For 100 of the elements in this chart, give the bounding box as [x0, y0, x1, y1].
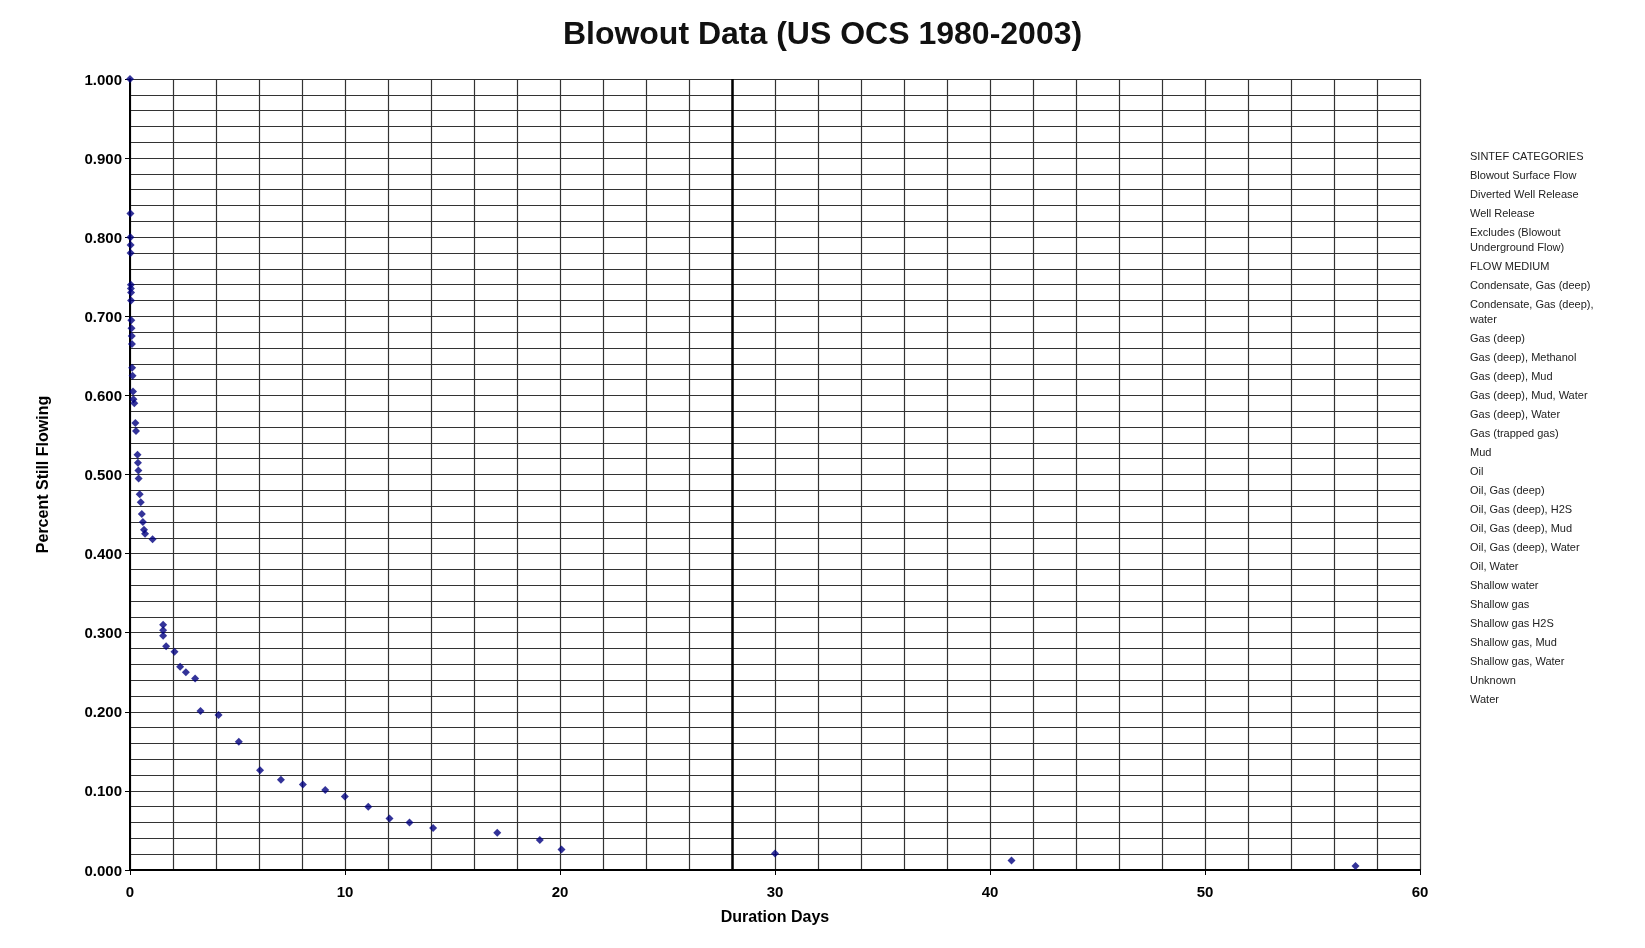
text: Shallow gas [1470, 597, 1530, 610]
y-tick-label: 0.700 [84, 307, 122, 325]
point [132, 426, 141, 435]
point [136, 498, 145, 507]
chart-title: Blowout Data (US OCS 1980-2003) [562, 15, 1083, 51]
y-tick-label: 0.900 [84, 149, 122, 167]
point [234, 737, 243, 746]
point [128, 371, 137, 380]
text: Gas (deep), Methanol [1470, 350, 1577, 363]
point [129, 387, 138, 396]
point [256, 766, 265, 775]
point [127, 339, 136, 348]
text: Gas (deep), Mud [1470, 369, 1553, 382]
point [1351, 862, 1360, 871]
text: Unknown [1470, 673, 1516, 686]
point [134, 474, 143, 483]
point [340, 792, 349, 801]
point [126, 241, 135, 250]
point [771, 849, 779, 858]
text: Oil, Water [1470, 559, 1519, 572]
point [128, 363, 137, 372]
point [321, 786, 330, 795]
point [429, 824, 438, 833]
y-tick-label: 0.800 [84, 228, 122, 246]
text: Gas (deep) [1470, 331, 1526, 344]
point [134, 466, 143, 475]
point [385, 814, 394, 823]
x-axis-title: Duration Days [720, 907, 830, 925]
x-tick-label: 0 [125, 883, 135, 900]
point [127, 288, 136, 297]
point [135, 490, 144, 499]
text: Mud [1470, 445, 1492, 458]
point [181, 668, 190, 677]
y-tick-label: 0.100 [84, 782, 122, 800]
text: Shallow gas H2S [1470, 616, 1554, 629]
point [493, 828, 502, 837]
point [127, 316, 136, 325]
point [148, 535, 157, 544]
x-tick-label: 10 [336, 883, 354, 900]
point [535, 835, 544, 844]
x-tick-label: 50 [1196, 883, 1214, 900]
text: Oil, Gas (deep), H2S [1470, 502, 1573, 515]
y-tick-label: 0.400 [84, 545, 122, 563]
point [141, 529, 150, 538]
point [159, 631, 168, 640]
point [137, 510, 146, 519]
text: Oil [1470, 464, 1484, 477]
point [364, 802, 373, 811]
text: Blowout Surface Flow [1470, 168, 1577, 181]
text: Shallow gas, Mud [1470, 635, 1557, 648]
point [298, 780, 307, 789]
text: SINTEF CATEGORIES [1470, 149, 1584, 162]
point [126, 249, 135, 258]
point [276, 775, 285, 784]
text: Shallow gas, Water [1470, 654, 1565, 667]
x-tick-label: 60 [1411, 883, 1429, 900]
text: Excludes (Blowout Underground Flow) [1470, 225, 1565, 253]
x-tick-label: 40 [981, 883, 999, 900]
text: FLOW MEDIUM [1470, 259, 1550, 272]
text: Shallow water [1470, 578, 1539, 591]
point [133, 458, 142, 467]
point [170, 647, 179, 656]
point [176, 662, 185, 671]
point [127, 332, 136, 341]
point [191, 674, 200, 683]
point [1007, 856, 1016, 865]
y-axis-title: Percent Still Flowing [33, 395, 51, 554]
y-tick-label: 0.000 [84, 861, 122, 879]
point [162, 642, 171, 651]
point [130, 399, 139, 408]
point [159, 620, 168, 629]
point [133, 450, 142, 459]
x-tick-label: 30 [766, 883, 784, 900]
text: Oil, Gas (deep), Water [1470, 540, 1580, 553]
y-tick-label: 1.000 [84, 70, 122, 88]
point [127, 324, 136, 333]
text: Gas (deep), Water [1470, 407, 1561, 420]
point [214, 710, 223, 719]
y-tick-label: 0.200 [84, 703, 122, 721]
text: Well Release [1470, 206, 1535, 219]
text: Condensate, Gas (deep), water [1469, 297, 1594, 325]
y-tick-label: 0.300 [84, 624, 122, 642]
x-tick-label: 20 [551, 883, 569, 900]
text: Condensate, Gas (deep) [1470, 278, 1591, 291]
point [138, 517, 147, 526]
y-tick-label: 0.500 [84, 466, 122, 483]
point [131, 419, 140, 428]
text: Diverted Well Release [1470, 187, 1579, 200]
text: Oil, Gas (deep), Mud [1470, 521, 1573, 534]
text: Oil, Gas (deep) [1470, 483, 1545, 496]
y-tick-label: 0.600 [84, 386, 122, 404]
point [126, 209, 135, 218]
point [196, 707, 205, 716]
point [127, 296, 136, 305]
point [557, 845, 566, 854]
text: Water [1470, 692, 1500, 705]
text: Gas (deep), Mud, Water [1470, 388, 1588, 401]
point [126, 233, 135, 242]
point [405, 818, 414, 827]
text: Gas (trapped gas) [1470, 426, 1559, 439]
